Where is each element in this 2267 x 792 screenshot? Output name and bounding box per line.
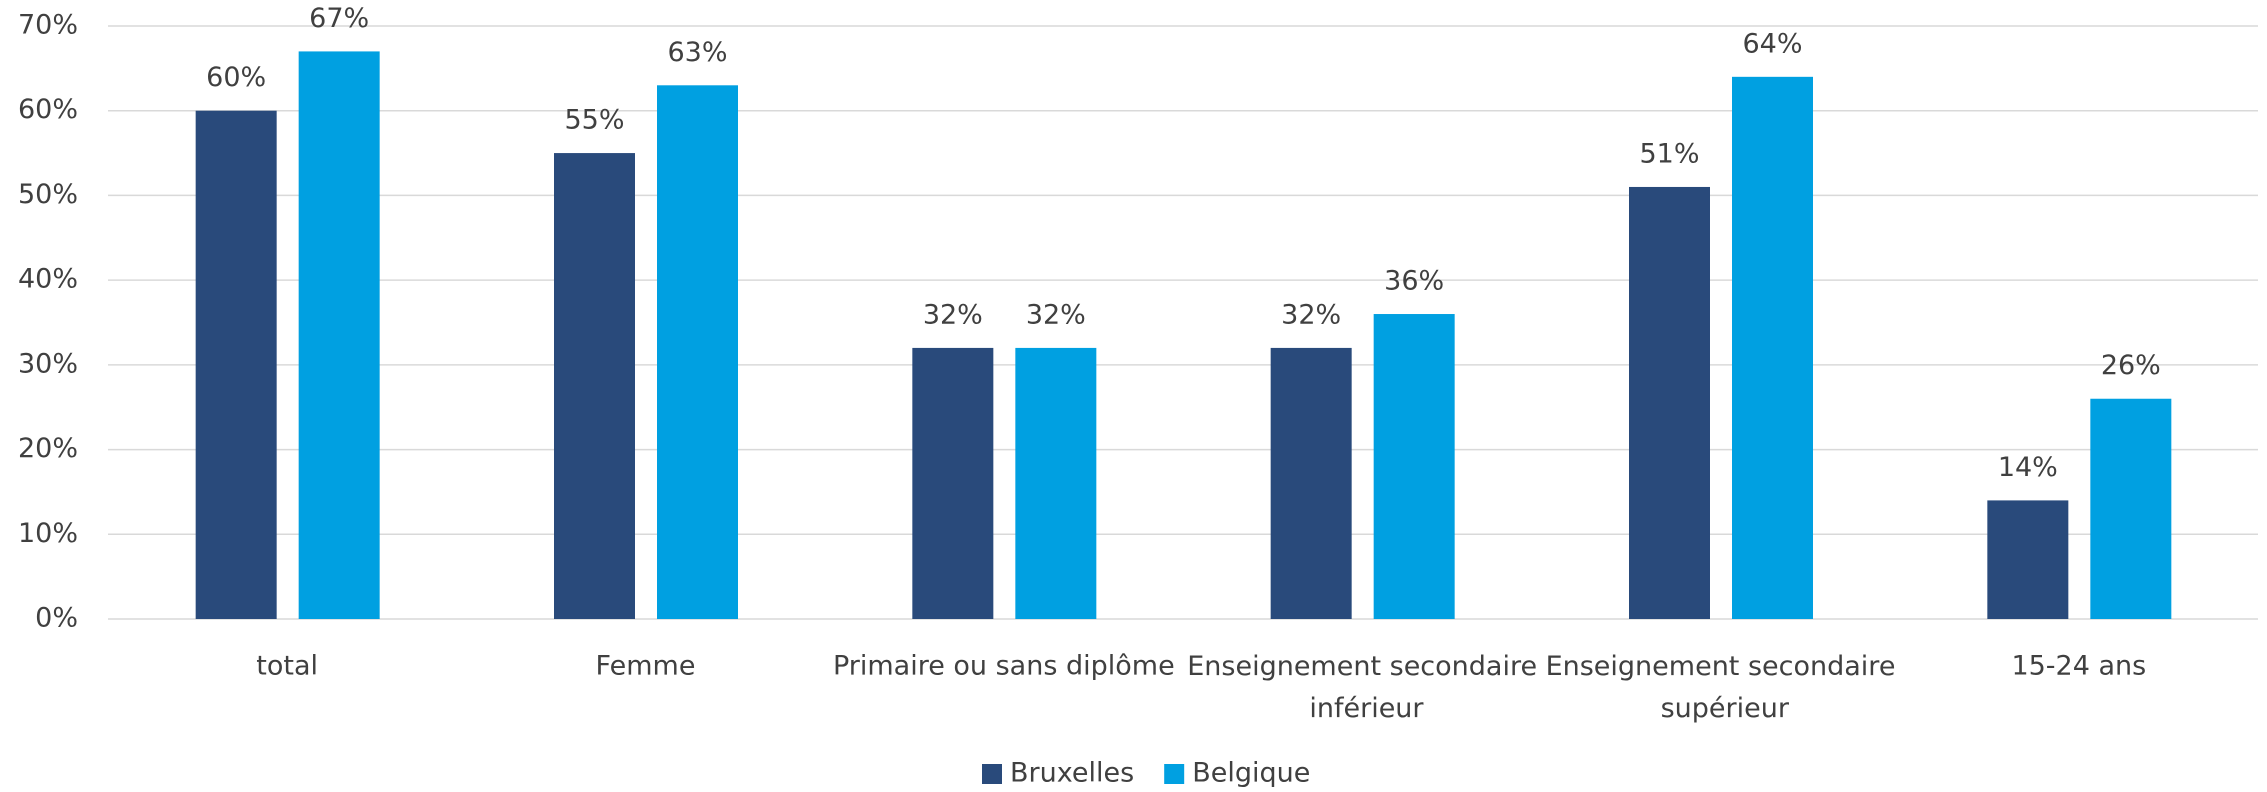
- bar: [1015, 347, 1097, 619]
- x-tick-label: 15-24 ans: [2011, 651, 2146, 682]
- bar: [912, 347, 994, 619]
- data-label: 32%: [1281, 299, 1341, 330]
- bar: [1373, 314, 1455, 619]
- data-label: 32%: [1026, 299, 1086, 330]
- bar: [1732, 76, 1813, 620]
- data-label: 36%: [1384, 266, 1444, 297]
- bar: [657, 85, 738, 620]
- x-tick-label: Enseignement secondaire inférieur: [1187, 651, 1537, 724]
- data-label: 26%: [2101, 350, 2161, 381]
- y-tick-label: 0%: [35, 603, 78, 634]
- y-tick-label: 70%: [18, 10, 78, 41]
- legend-swatch: [1164, 764, 1185, 784]
- bar: [1629, 186, 1710, 619]
- data-label: 55%: [564, 105, 624, 136]
- legend-label: Belgique: [1192, 758, 1310, 789]
- bar: [1270, 347, 1352, 619]
- data-label: 32%: [923, 299, 983, 330]
- bar: [1987, 500, 2069, 619]
- x-tick-line: supérieur: [1652, 693, 1790, 724]
- bar: [2090, 398, 2172, 619]
- bar: [195, 110, 277, 619]
- x-tick-label: Enseignement secondaire supérieur: [1546, 651, 1896, 724]
- bar: [554, 153, 635, 620]
- bar: [298, 51, 380, 619]
- y-tick-label: 30%: [18, 348, 78, 379]
- data-label: 60%: [206, 62, 266, 93]
- data-label: 51%: [1639, 138, 1699, 169]
- y-tick-label: 50%: [18, 179, 78, 210]
- y-tick-label: 20%: [18, 433, 78, 464]
- data-label: 63%: [667, 37, 727, 68]
- legend-swatch: [982, 764, 1002, 784]
- x-tick-line: inférieur: [1301, 693, 1425, 724]
- y-tick-label: 10%: [18, 518, 78, 549]
- x-tick-label: Femme: [596, 651, 696, 682]
- x-tick-line: Enseignement secondaire: [1187, 651, 1537, 682]
- legend-label: Bruxelles: [1010, 758, 1134, 789]
- data-label: 67%: [309, 3, 369, 34]
- data-label: 64%: [1742, 28, 1802, 59]
- y-tick-label: 60%: [18, 94, 78, 125]
- x-tick-label: Primaire ou sans diplôme: [833, 651, 1175, 682]
- x-tick-line: Enseignement secondaire: [1546, 651, 1896, 682]
- data-label: 14%: [1998, 452, 2058, 483]
- y-tick-label: 40%: [18, 264, 78, 295]
- x-tick-label: total: [256, 651, 318, 682]
